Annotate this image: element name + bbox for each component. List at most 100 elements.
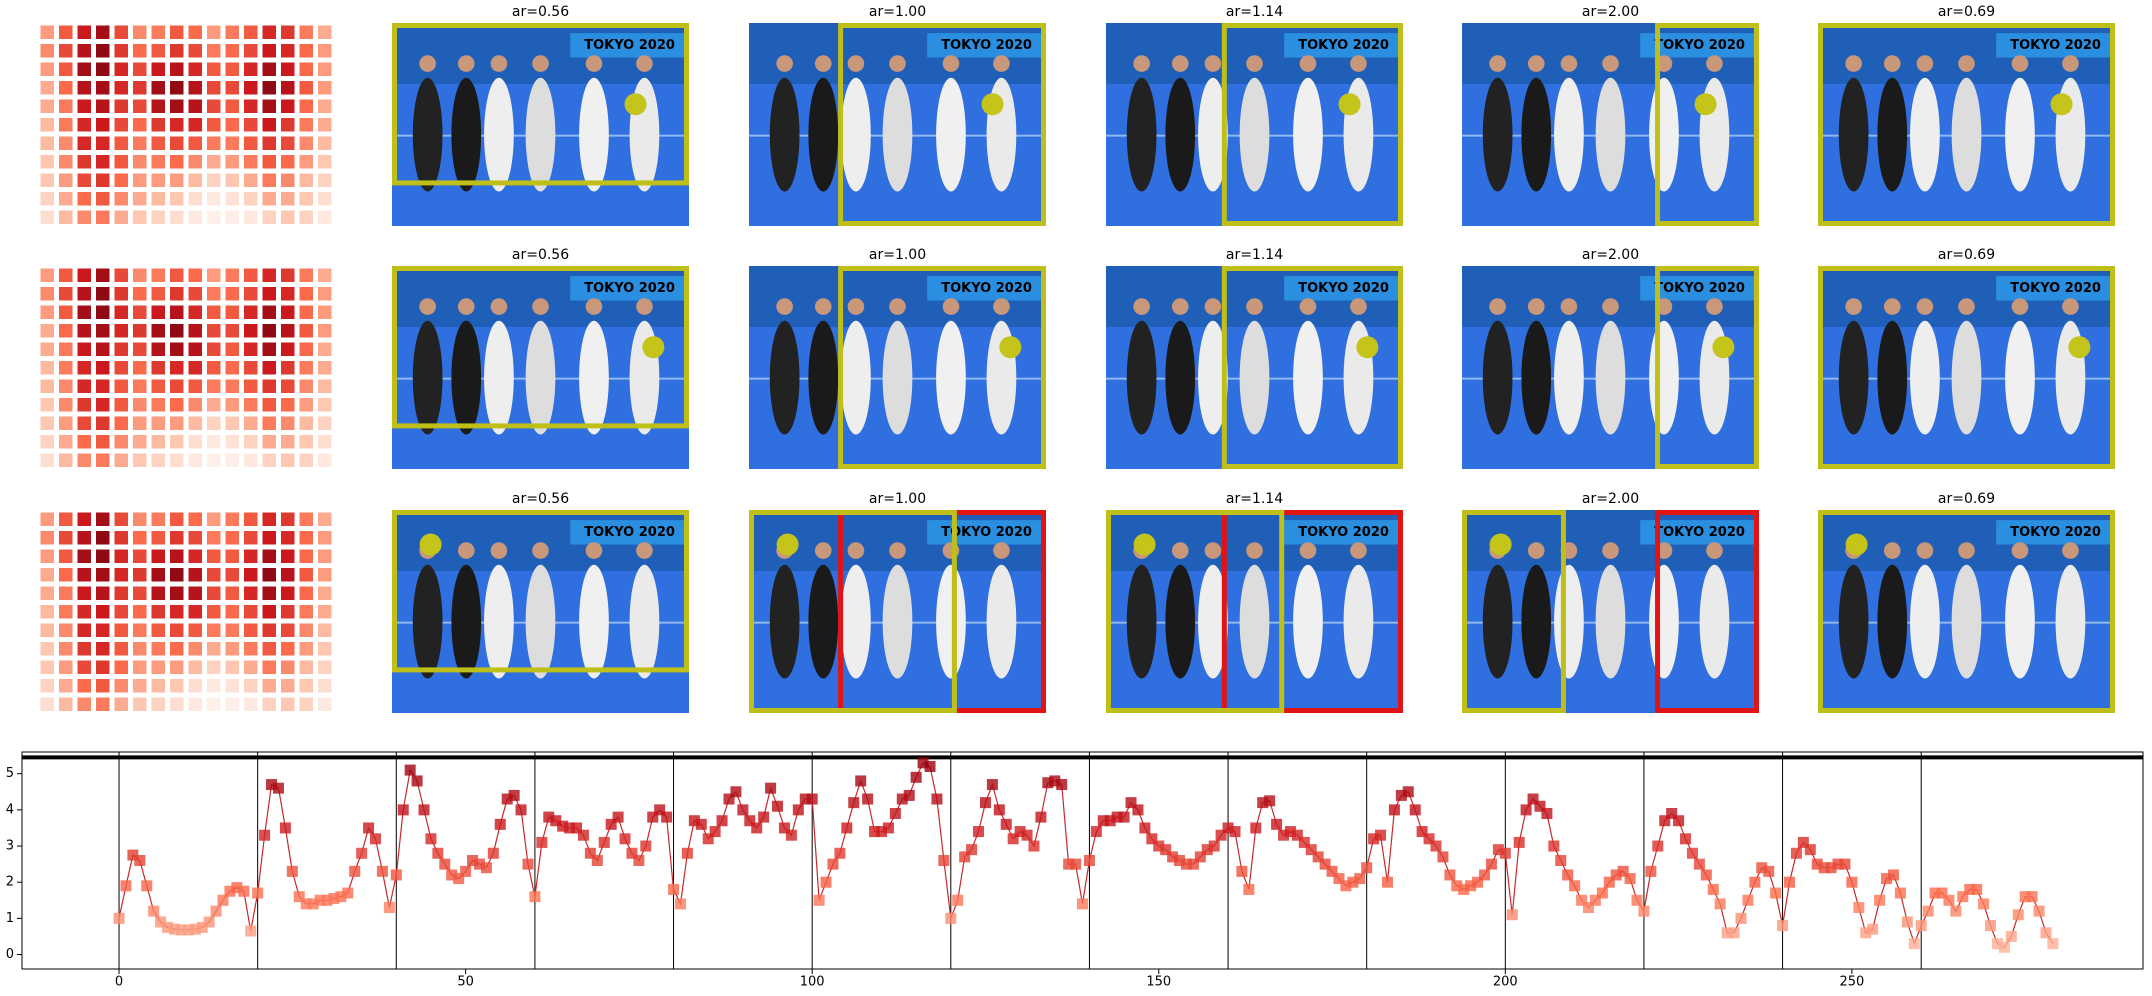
heatmap-cell [281,268,295,282]
score-marker [266,779,278,791]
heatmap-cell [170,697,184,711]
heatmap-cell [207,118,221,132]
heatmap-cell [281,305,295,319]
heatmap-cell [59,586,73,600]
photo-panel: ar=1.14 TOKYO 2020 [1106,247,1403,469]
score-marker [1631,894,1643,906]
heatmap-cell [151,605,165,619]
heatmap-cell [188,287,202,301]
score-marker [889,807,901,819]
score-marker [903,789,915,801]
heatmap-cell [225,623,239,637]
plot-frame [21,751,2144,970]
player-head [585,55,603,72]
heatmap-cell [151,453,165,467]
score-marker [1638,905,1650,917]
player [2055,564,2086,679]
photo-banner [927,33,1046,58]
score-marker [1132,804,1144,816]
heatmap-cell [225,398,239,412]
heatmap-cell [133,342,147,356]
heatmap-cell [244,361,258,375]
player [1482,320,1513,435]
heatmap-cell [114,586,128,600]
heatmap-cell [77,435,91,449]
heatmap-cell [318,210,332,224]
heatmap-cell [299,697,313,711]
heatmap-cell [170,605,184,619]
heatmap-cell [188,679,202,693]
player [1165,564,1196,679]
heatmap-cell [188,605,202,619]
score-marker [1874,894,1886,906]
heatmap-cell [207,642,221,656]
heatmap-cell [262,361,276,375]
score-marker [1180,858,1192,870]
heatmap-cell [133,642,147,656]
heatmap-cell [40,512,54,526]
heatmap-cell [281,210,295,224]
score-marker [1659,815,1671,827]
score-marker [896,793,908,805]
score-marker [1908,938,1920,950]
score-marker [979,797,991,809]
player [525,320,556,435]
score-marker [1014,826,1026,838]
heatmap-cell [133,416,147,430]
heatmap-cell [207,586,221,600]
heatmap-cell [207,660,221,674]
heatmap-cell [281,416,295,430]
player [1951,77,1982,192]
score-marker [1964,883,1976,895]
score-marker [1978,898,1990,910]
player [1521,77,1552,192]
player [936,564,966,679]
player-head [1299,542,1317,559]
heatmap-cell [281,62,295,76]
heatmap-cell [299,305,313,319]
heatmap-cell [207,81,221,95]
heatmap-cell [207,99,221,113]
heatmap-cell [133,287,147,301]
heatmap-cell [59,192,73,206]
score-marker [1735,912,1747,924]
heatmap-cell [114,210,128,224]
heatmap-cell [59,99,73,113]
heatmap-cell [318,44,332,58]
heatmap-cell [77,62,91,76]
heatmap-cell [96,287,110,301]
heatmap-cell [96,99,110,113]
score-marker [1298,836,1310,848]
heatmap-cell [225,642,239,656]
x-tick-label: 200 [1493,975,1518,990]
heatmap-cell [151,435,165,449]
score-marker [1090,826,1102,838]
score-marker [1756,862,1768,874]
heatmap-cell [114,623,128,637]
score-marker [1063,858,1075,870]
heatmap-cell [262,416,276,430]
score-marker [1499,847,1511,859]
heatmap-cell [262,398,276,412]
heatmap-cell [77,416,91,430]
heatmap-cell [40,642,54,656]
score-marker [778,822,790,834]
player [841,320,871,435]
heatmap-cell [318,398,332,412]
score-marker [1236,865,1248,877]
player-head [1350,55,1367,72]
heatmap-cell [59,305,73,319]
player-head [636,542,653,559]
player-head [2011,298,2029,315]
score-marker [1118,811,1130,823]
heatmap-cell [207,605,221,619]
score-marker [536,836,548,848]
heatmap-cell [114,568,128,582]
crop-box [749,510,957,713]
heatmap-cell [244,660,258,674]
player [808,320,839,435]
heatmap-cell [133,118,147,132]
focus-point [1133,533,1156,556]
score-marker [1506,909,1518,921]
